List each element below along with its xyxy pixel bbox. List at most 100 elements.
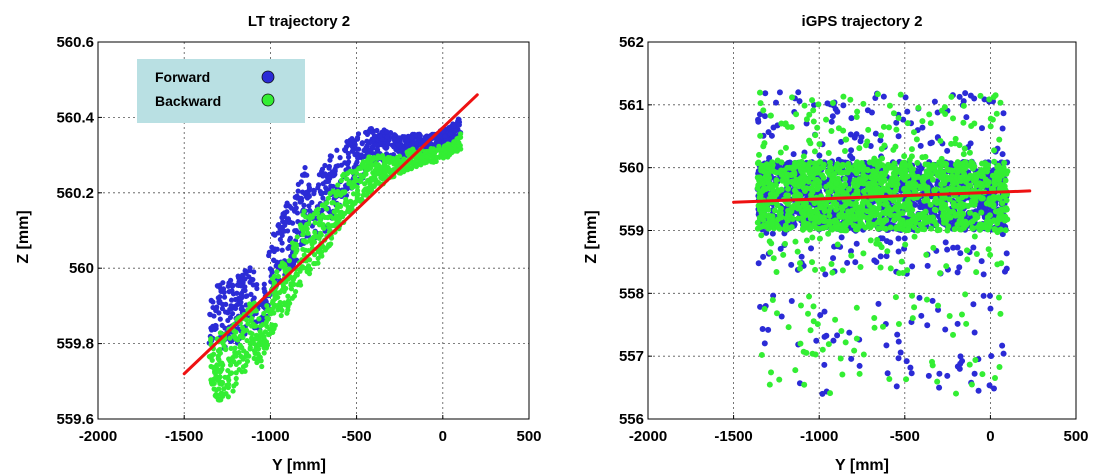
- data-point: [236, 349, 242, 356]
- data-point: [822, 218, 829, 225]
- data-point: [303, 194, 309, 200]
- data-point: [807, 140, 814, 147]
- data-point: [775, 223, 782, 230]
- data-point: [990, 93, 997, 100]
- data-point: [800, 153, 807, 160]
- data-point: [819, 266, 826, 273]
- data-point: [898, 258, 905, 265]
- data-point: [385, 159, 391, 165]
- data-point: [311, 260, 317, 267]
- data-point: [890, 110, 897, 117]
- data-point: [967, 140, 974, 147]
- fit-line-path: [732, 189, 1032, 204]
- data-point: [980, 292, 987, 299]
- data-point: [885, 204, 892, 211]
- data-point: [761, 113, 768, 120]
- data-point: [810, 102, 817, 109]
- igps-trajectory-chart: iGPS trajectory 2 Y [mm] Z [mm] -2000 -15…: [583, 13, 1089, 474]
- data-point: [311, 252, 318, 258]
- data-point: [765, 129, 772, 136]
- data-point: [328, 241, 334, 247]
- data-point: [968, 381, 975, 388]
- data-point: [1001, 268, 1008, 275]
- data-point: [806, 170, 813, 177]
- data-point: [354, 152, 360, 159]
- data-point: [379, 152, 386, 159]
- data-point: [226, 289, 232, 295]
- data-point: [214, 362, 220, 368]
- data-point: [971, 120, 978, 127]
- data-point: [927, 120, 934, 127]
- data-point: [996, 214, 1003, 221]
- data-point: [997, 167, 1004, 174]
- data-point: [960, 151, 967, 158]
- data-point: [833, 224, 840, 231]
- data-point: [219, 390, 225, 396]
- data-point: [797, 265, 804, 272]
- data-point: [285, 293, 291, 299]
- data-point: [825, 150, 832, 157]
- data-point: [834, 241, 841, 248]
- data-point: [942, 219, 949, 226]
- data-point: [822, 271, 829, 278]
- data-point: [853, 240, 860, 247]
- legend-label-backward: Backward: [155, 93, 221, 109]
- data-point: [304, 172, 310, 178]
- data-point: [249, 302, 255, 308]
- data-point: [993, 110, 1000, 117]
- data-point: [306, 271, 313, 277]
- data-point: [775, 187, 782, 194]
- data-point: [870, 180, 877, 187]
- data-point: [995, 294, 1002, 301]
- data-point: [228, 297, 235, 303]
- data-point: [769, 230, 776, 237]
- data-point: [908, 146, 915, 153]
- data-point: [895, 114, 902, 121]
- data-point: [932, 195, 939, 202]
- data-point: [785, 159, 792, 166]
- data-point: [343, 176, 350, 182]
- data-point: [370, 145, 376, 151]
- data-point: [897, 221, 904, 228]
- data-point: [897, 91, 904, 98]
- data-point: [767, 191, 774, 198]
- data-point: [765, 180, 772, 187]
- data-point: [331, 172, 337, 178]
- data-point: [314, 210, 320, 216]
- data-point: [841, 148, 848, 155]
- data-point: [892, 205, 899, 212]
- data-point: [251, 269, 257, 275]
- data-point: [978, 125, 985, 132]
- data-point: [232, 345, 238, 351]
- data-point: [361, 188, 367, 194]
- data-point: [903, 358, 910, 365]
- tick-labels: -2000 -1500 -1000 -500 0 50055655755855956056…: [619, 34, 1089, 445]
- data-point: [816, 141, 823, 148]
- data-point: [366, 154, 372, 160]
- data-point: [258, 331, 264, 337]
- data-point: [918, 165, 925, 172]
- data-point: [221, 343, 227, 349]
- data-point: [774, 216, 781, 223]
- plot-frame: [647, 41, 1077, 420]
- data-point: [784, 217, 791, 224]
- data-point: [829, 99, 836, 106]
- data-point: [293, 244, 299, 250]
- data-point: [979, 371, 986, 378]
- data-point: [808, 245, 815, 252]
- data-point: [455, 122, 461, 128]
- data-point: [238, 283, 245, 289]
- data-point: [363, 192, 370, 198]
- data-point: [285, 307, 291, 313]
- data-point: [771, 207, 778, 214]
- data-point: [927, 201, 934, 208]
- legend-marker-backward: [261, 93, 275, 107]
- data-point: [255, 346, 262, 352]
- data-point: [809, 189, 816, 196]
- data-point: [864, 186, 871, 193]
- data-point: [928, 225, 935, 232]
- data-point: [300, 227, 306, 233]
- data-point: [900, 203, 907, 210]
- data-point: [277, 263, 284, 269]
- data-point: [790, 151, 797, 158]
